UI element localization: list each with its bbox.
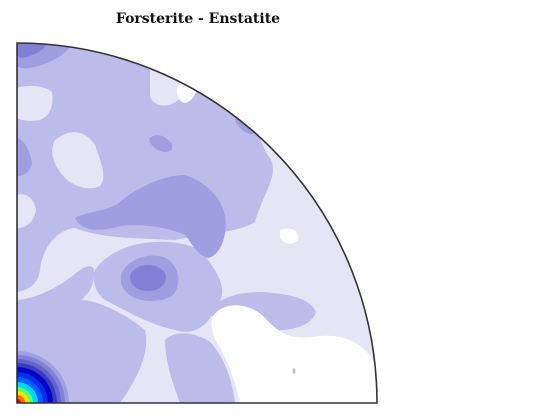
contour-white-notch bbox=[280, 228, 299, 244]
contour-level-4-top-corner bbox=[17, 43, 48, 58]
pole-figure-outline bbox=[16, 42, 378, 404]
contour-level-3-small bbox=[149, 135, 173, 152]
hot-ring-13 bbox=[17, 399, 21, 403]
contour-level-4-peak bbox=[130, 265, 166, 291]
contour-hole-3 bbox=[17, 194, 36, 228]
contour-level-3-left-edge bbox=[17, 138, 32, 176]
hot-ring-12 bbox=[17, 395, 25, 403]
contour-hole-1 bbox=[17, 85, 53, 121]
maximum-hotspot bbox=[17, 345, 75, 403]
contour-hole-2 bbox=[52, 132, 104, 189]
hot-ring-11 bbox=[17, 391, 29, 403]
contour-level-2-lobe-c bbox=[165, 333, 235, 403]
chart-title: Forsterite - Enstatite bbox=[115, 11, 281, 27]
contour-level-3-central bbox=[75, 175, 226, 258]
contour-speck bbox=[292, 368, 296, 374]
contour-layers bbox=[17, 43, 377, 403]
contour-white-lower-right bbox=[211, 305, 377, 403]
